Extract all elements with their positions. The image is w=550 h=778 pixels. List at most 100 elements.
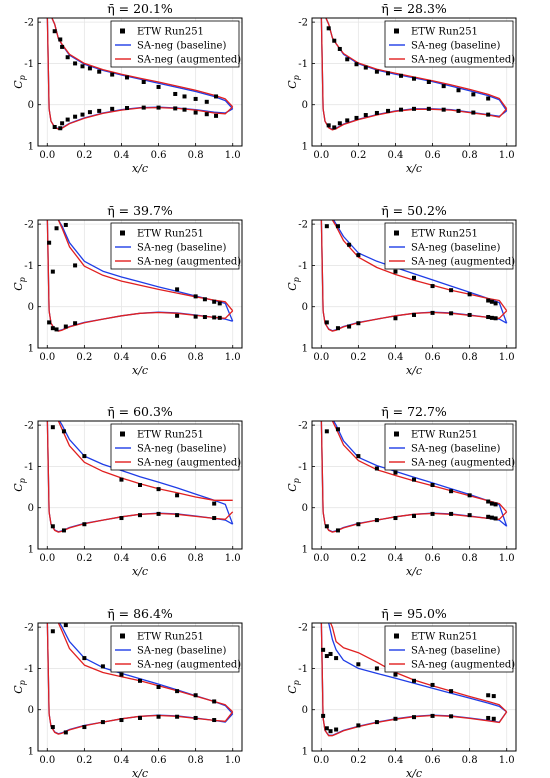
x-tick-label: 0.6 (425, 352, 441, 363)
measured-point-upper (374, 466, 379, 471)
measured-point-upper (87, 66, 92, 71)
measured-point-upper (50, 629, 55, 634)
measured-point-lower (471, 110, 476, 115)
x-tick-label: 0.0 (39, 553, 55, 564)
y-tick-label: 0 (28, 100, 34, 111)
measured-point-lower (489, 515, 494, 520)
measured-point-upper (97, 69, 102, 74)
measured-point-lower (489, 315, 494, 320)
measured-point-lower (138, 715, 142, 720)
x-tick-label: 0.2 (350, 755, 366, 766)
measured-point-lower (334, 727, 339, 732)
measured-point-lower (193, 314, 198, 319)
x-tick-label: 1.0 (225, 150, 241, 161)
measured-point-lower (354, 115, 359, 120)
y-tick-label: -2 (298, 623, 308, 634)
augmented-curve (320, 623, 508, 737)
y-tick-label: -1 (24, 664, 34, 675)
measured-point-lower (50, 524, 55, 529)
panel-title: η̄ = 20.1% (107, 1, 173, 16)
measured-point-upper (193, 96, 198, 101)
measured-point-lower (412, 715, 416, 720)
x-tick-label: 0.0 (39, 352, 55, 363)
x-axis-label: x/c (132, 364, 148, 377)
measured-point-lower (486, 112, 491, 117)
y-axis-label: Cp (286, 277, 301, 291)
measured-point-lower (175, 714, 180, 719)
measured-point-upper (73, 263, 78, 268)
measured-point-upper (486, 693, 491, 698)
panel-title: η̄ = 60.3% (107, 404, 173, 419)
panel-title: η̄ = 72.7% (381, 404, 447, 419)
measured-point-upper (374, 666, 379, 671)
measured-point-upper (202, 297, 207, 302)
y-tick-label: 1 (28, 142, 34, 153)
measured-point-lower (87, 110, 92, 115)
y-axis-label: Cp (12, 277, 27, 291)
augmented-curve (46, 18, 234, 130)
augmented-curve (46, 220, 234, 332)
measured-point-upper (356, 253, 361, 258)
x-tick-label: 0.8 (462, 755, 478, 766)
x-tick-label: 0.2 (76, 352, 92, 363)
y-tick-label: 0 (28, 705, 34, 716)
measured-point-upper (347, 242, 352, 247)
measured-point-upper (412, 76, 416, 81)
measured-point-lower (63, 324, 68, 329)
measured-point-upper (326, 26, 331, 31)
legend-label: SA-neg (baseline) (137, 41, 226, 52)
measured-point-lower (156, 714, 161, 719)
y-axis-label-subscript: p (18, 478, 27, 483)
x-tick-label: 0.6 (151, 755, 167, 766)
measured-point-lower (393, 516, 398, 521)
measured-point-lower (456, 108, 461, 113)
x-tick-label: 0.4 (388, 755, 404, 766)
x-axis-label: x/c (132, 162, 148, 175)
legend-label: ETW Run251 (411, 632, 478, 643)
legend-label: ETW Run251 (137, 430, 204, 441)
legend-box (110, 222, 240, 270)
measured-point-lower (467, 312, 472, 317)
plot-frame (37, 622, 243, 752)
measured-point-lower (374, 720, 379, 725)
measured-point-lower (193, 715, 198, 720)
y-tick-label: 1 (302, 747, 308, 758)
legend-label: SA-neg (baseline) (411, 41, 500, 52)
x-tick-label: 0.2 (350, 553, 366, 564)
x-axis-label: x/c (406, 364, 422, 377)
legend-label: SA-neg (augmented) (411, 55, 515, 66)
panel-title: η̄ = 28.3% (381, 1, 447, 16)
measured-point-lower (50, 326, 55, 331)
y-axis-label: Cp (286, 75, 301, 89)
measured-point-lower (386, 108, 391, 113)
panel-title: η̄ = 50.2% (381, 203, 447, 218)
legend-box (384, 20, 514, 68)
measured-point-lower (73, 114, 78, 119)
x-tick-label: 0.0 (313, 755, 329, 766)
measured-point-upper (374, 69, 379, 74)
y-axis-label-subscript: p (292, 478, 301, 483)
x-axis-label: x/c (406, 162, 422, 175)
y-tick-label: -1 (298, 664, 308, 675)
measured-point-upper (471, 92, 476, 97)
x-tick-label: 0.4 (114, 553, 130, 564)
plot-frame (311, 622, 517, 752)
legend-label: SA-neg (augmented) (137, 660, 241, 671)
measured-point-lower (326, 123, 331, 128)
panel-title: η̄ = 86.4% (107, 606, 173, 621)
x-tick-label: 0.2 (76, 755, 92, 766)
y-tick-label: -2 (24, 623, 34, 634)
y-axis-label: Cp (286, 680, 301, 694)
y-tick-label: -1 (298, 462, 308, 473)
measured-point-lower (212, 718, 217, 723)
measured-point-upper (63, 623, 68, 628)
y-tick-label: -2 (298, 421, 308, 432)
measured-point-lower (356, 723, 361, 728)
x-tick-label: 0.0 (39, 755, 55, 766)
x-tick-label: 0.8 (462, 352, 478, 363)
panel-title: η̄ = 95.0% (381, 606, 447, 621)
y-axis-label: Cp (286, 478, 301, 492)
panel-3: η̄ = 39.7% 0.0 0.2 0.4 0.6 0.8 1.0 -2 -1 0 1 x/c Cp E… (12, 203, 243, 377)
measured-point-upper (345, 57, 350, 62)
x-tick-label: 0.6 (151, 352, 167, 363)
